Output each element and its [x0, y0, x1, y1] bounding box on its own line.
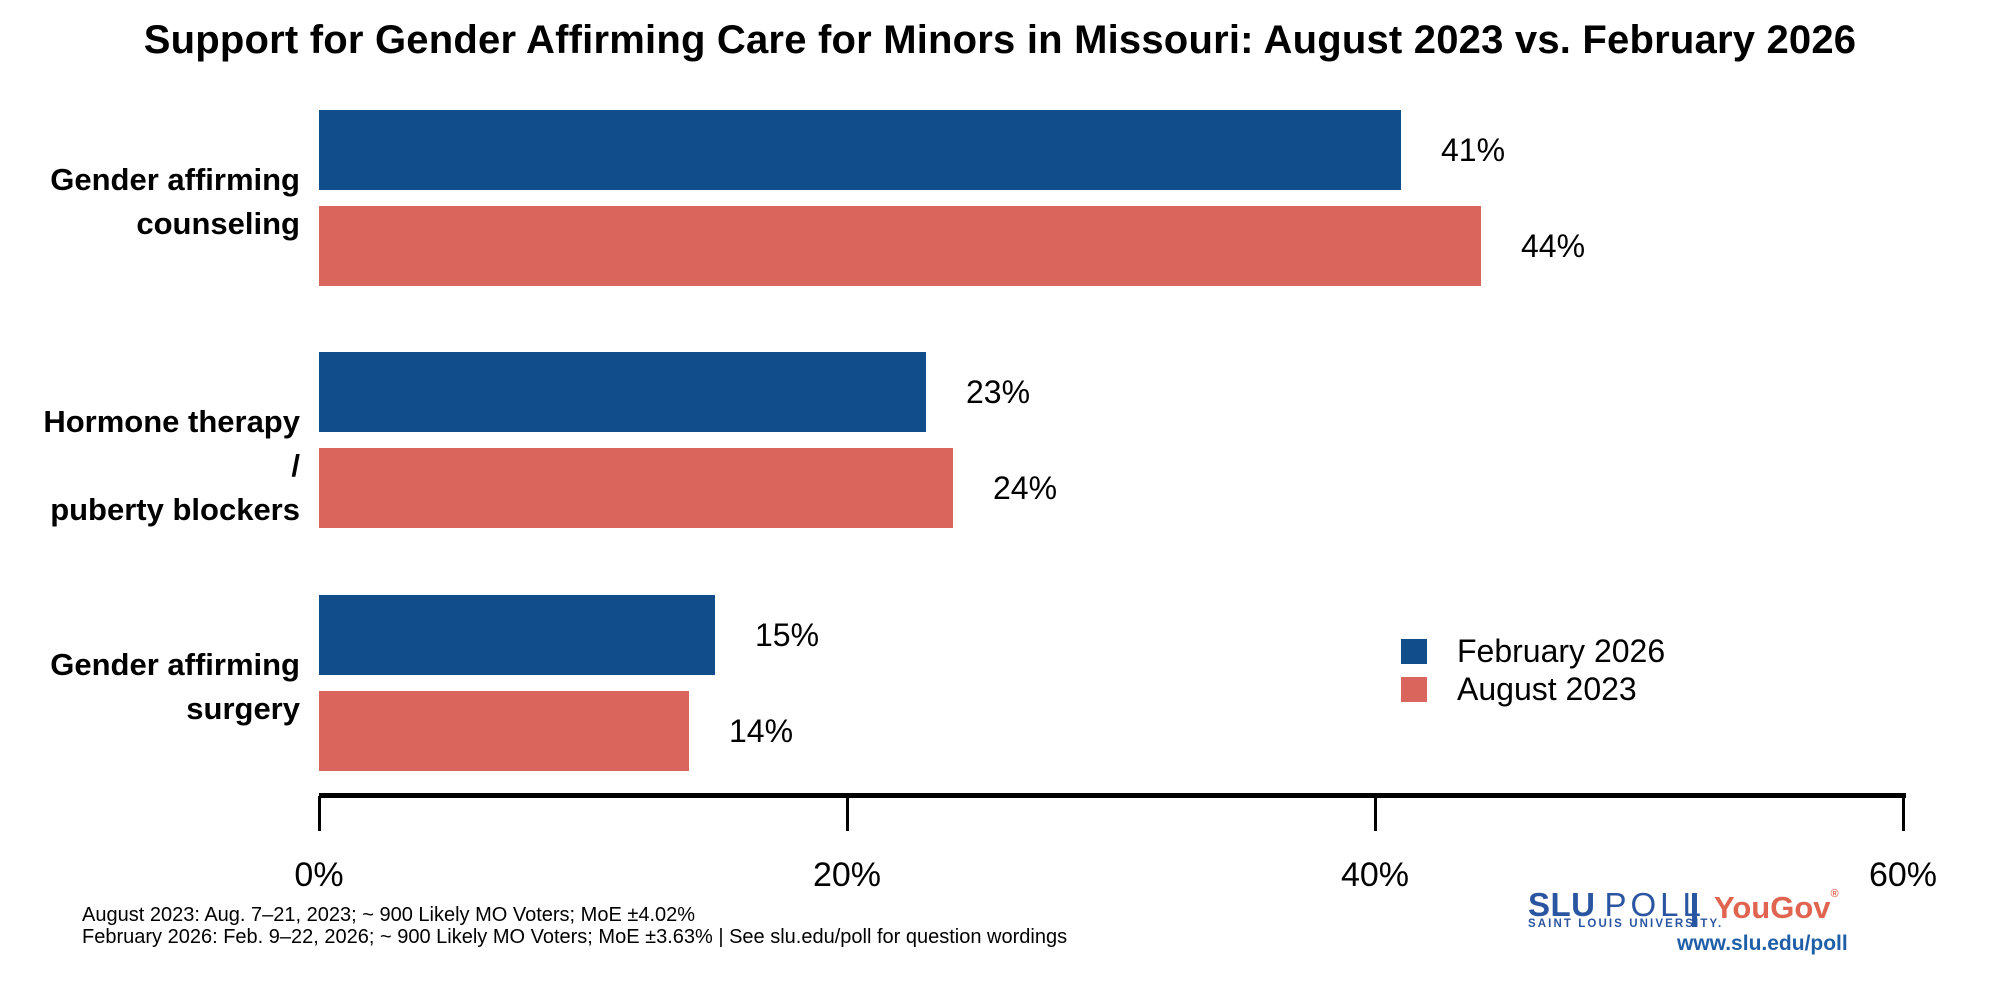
bar-february-2026 — [319, 110, 1401, 190]
x-axis-tick — [1902, 796, 1905, 831]
x-axis-line — [319, 793, 1906, 798]
x-axis-tick-label: 40% — [1340, 856, 1410, 894]
footnote-line-2: February 2026: Feb. 9–22, 2026; ~ 900 Li… — [82, 926, 1068, 948]
chart-title: Support for Gender Affirming Care for Mi… — [143, 18, 1857, 62]
x-axis-tick — [318, 796, 321, 831]
slu-poll-logo: SLU POLL — [1528, 886, 1705, 924]
logo-divider — [1692, 893, 1697, 927]
bar-february-2026 — [319, 352, 926, 432]
yougov-logo: YouGov® — [1714, 888, 1839, 925]
legend-swatch-icon — [1401, 638, 1427, 664]
x-axis-tick-label: 20% — [812, 856, 882, 894]
bar-value-label: 41% — [1441, 131, 1506, 168]
category-label: Hormone therapy / puberty blockers — [30, 400, 300, 532]
chart-legend: February 2026 August 2023 — [1401, 633, 1665, 712]
slu-logo-text: SLU — [1528, 886, 1596, 923]
bar-value-label: 24% — [993, 469, 1058, 506]
x-axis-tick — [846, 796, 849, 831]
bar-value-label: 14% — [729, 712, 794, 749]
category-label-line: Gender affirming — [50, 647, 300, 682]
saint-louis-university-text: SAINT LOUIS UNIVERSITY. — [1528, 918, 1724, 930]
legend-item-february-2026: February 2026 — [1401, 633, 1665, 669]
bar-value-label: 23% — [966, 373, 1031, 410]
category-label-line: Hormone therapy / — [43, 404, 300, 483]
bar-august-2023 — [319, 448, 953, 528]
legend-swatch-icon — [1401, 676, 1427, 702]
category-label-line: Gender affirming — [50, 162, 300, 197]
category-label: Gender affirming counseling — [30, 158, 300, 246]
bar-august-2023 — [319, 206, 1481, 286]
x-axis-tick — [1374, 796, 1377, 831]
bar-august-2023 — [319, 691, 689, 771]
legend-item-august-2023: August 2023 — [1401, 671, 1665, 707]
bar-february-2026 — [319, 595, 715, 675]
poll-logo-text: POLL — [1604, 886, 1705, 923]
registered-trademark-icon: ® — [1830, 888, 1839, 900]
legend-label: February 2026 — [1457, 632, 1666, 669]
slu-poll-url: www.slu.edu/poll — [1677, 932, 1848, 955]
category-label-line: surgery — [186, 691, 300, 726]
bar-value-label: 15% — [755, 616, 820, 653]
category-label-line: counseling — [136, 206, 300, 241]
category-label-line: puberty blockers — [50, 492, 300, 527]
footnote-line-1: August 2023: Aug. 7–21, 2023; ~ 900 Like… — [82, 904, 696, 926]
x-axis-tick-label: 60% — [1868, 856, 1938, 894]
bar-value-label: 44% — [1521, 227, 1586, 264]
x-axis-tick-label: 0% — [294, 856, 344, 894]
category-label: Gender affirming surgery — [30, 643, 300, 731]
legend-label: August 2023 — [1457, 670, 1637, 707]
